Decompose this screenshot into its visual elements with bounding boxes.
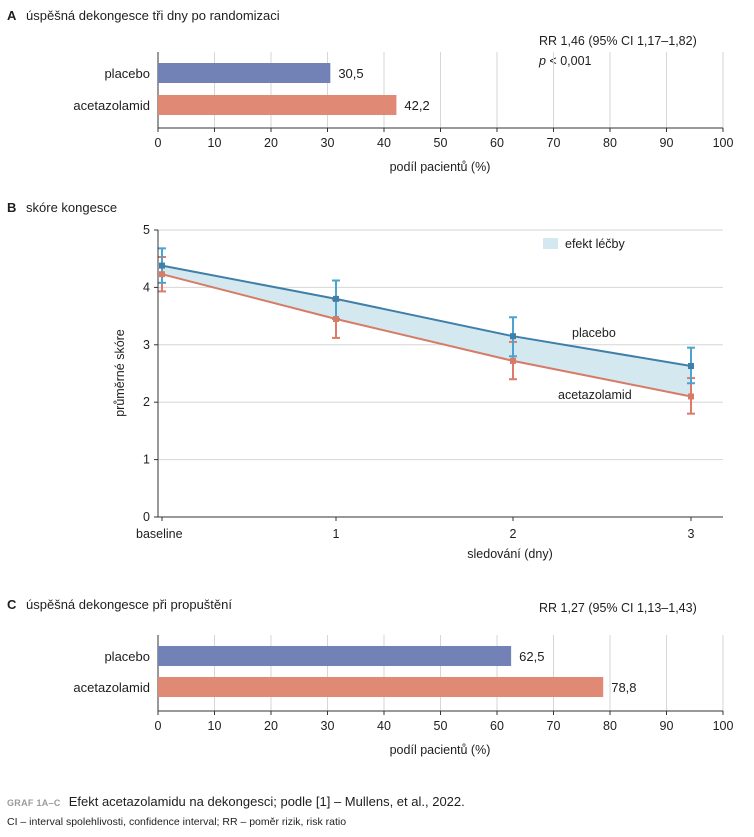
y-tick-label: 0: [143, 510, 150, 524]
panel-a-category-acetazolamid: acetazolamid: [73, 98, 150, 113]
x-tick-label: 100: [713, 136, 734, 150]
treatment-effect-band: [162, 265, 691, 397]
acetazolamid-line: [161, 273, 692, 398]
panel-c-bar-acetazolamid: [158, 677, 604, 697]
caption-label: GRAF 1A–C: [7, 798, 61, 808]
data-point: [333, 315, 339, 322]
panel-c-letter: C: [7, 597, 17, 612]
panel-c-x-label: podíl pacientů (%): [390, 743, 491, 757]
x-tick-label: 0: [155, 136, 162, 150]
panel-c-rr: RR 1,27 (95% CI 1,13–1,43): [539, 601, 697, 615]
panel-c-category-acetazolamid: acetazolamid: [73, 680, 150, 695]
panel-a-p-symbol: p: [538, 54, 546, 68]
panel-a-letter: A: [7, 8, 17, 23]
panel-b-grid: [158, 229, 723, 461]
data-point: [688, 363, 694, 370]
svg-text:A úspěšná dekongesce tři: A úspěšná dekongesce tři dny po randomiz…: [7, 8, 280, 23]
panel-b-letter: B: [7, 200, 16, 215]
x-tick-label: 70: [547, 136, 561, 150]
x-tick-label: 100: [713, 719, 734, 733]
data-point: [510, 333, 516, 340]
data-point: [159, 271, 165, 278]
data-point: [688, 393, 694, 400]
x-tick-label: 50: [434, 719, 448, 733]
panel-c-title: úspěšná dekongesce při propuštění: [26, 597, 232, 612]
panel-a-p-value: < 0,001: [546, 54, 592, 68]
panel-a-value-acetazolamid: 42,2: [404, 98, 429, 113]
panel-a-p: p < 0,001: [538, 54, 592, 68]
x-tick-label: 0: [155, 719, 162, 733]
x-tick-label: 50: [434, 136, 448, 150]
x-tick-label: 40: [377, 719, 391, 733]
x-tick-label: 20: [264, 719, 278, 733]
y-tick-label: 4: [143, 280, 150, 294]
x-tick-label: 40: [377, 136, 391, 150]
panel-a-x-label: podíl pacientů (%): [390, 160, 491, 174]
legend-label-treatment-effect: efekt léčby: [565, 237, 626, 251]
x-tick-label: 10: [208, 136, 222, 150]
x-tick-label: 3: [688, 527, 695, 541]
panel-a-category-placebo: placebo: [104, 66, 150, 81]
panel-c-bar-placebo: [158, 646, 512, 666]
x-tick-label: baseline: [136, 527, 183, 541]
series-label-placebo: placebo: [572, 326, 616, 340]
legend-swatch-treatment-effect: [543, 238, 558, 249]
x-tick-label: 10: [208, 719, 222, 733]
svg-text:C úspěšná dekongesce při: C úspěšná dekongesce při propuštění: [7, 597, 232, 612]
x-tick-label: 20: [264, 136, 278, 150]
svg-text:B skóre kongesce: B skóre kongesce: [7, 200, 117, 215]
x-tick-label: 30: [321, 136, 335, 150]
panel-c-category-placebo: placebo: [104, 649, 150, 664]
panel-c-value-acetazolamid: 78,8: [611, 680, 636, 695]
x-tick-label: 70: [547, 719, 561, 733]
y-tick-label: 2: [143, 395, 150, 409]
panel-b-points: [159, 262, 694, 400]
panel-c-ticks: 0 10 20 30 40 50 60 70 80 90 100: [155, 711, 734, 733]
data-point: [159, 262, 165, 269]
y-tick-label: 5: [143, 223, 150, 237]
x-tick-label: 80: [603, 719, 617, 733]
figure-caption: GRAF 1A–C Efekt acetazolamidu na dekonges…: [7, 794, 465, 809]
series-label-acetazolamid: acetazolamid: [558, 388, 632, 402]
x-tick-label: 30: [321, 719, 335, 733]
panel-c-grid: [214, 635, 724, 711]
y-tick-label: 3: [143, 338, 150, 352]
x-tick-label: 2: [510, 527, 517, 541]
x-tick-label: 1: [333, 527, 340, 541]
panel-a-value-placebo: 30,5: [338, 66, 363, 81]
x-tick-label: 90: [660, 136, 674, 150]
x-tick-label: 60: [490, 719, 504, 733]
figure-footnote: CI – interval spolehlivosti, confidence …: [7, 816, 347, 828]
x-tick-label: 90: [660, 719, 674, 733]
placebo-line: [161, 264, 692, 368]
x-tick-label: 80: [603, 136, 617, 150]
panel-a-bar-acetazolamid: [158, 95, 397, 115]
panel-a-title: úspěšná dekongesce tři dny po randomizac…: [26, 8, 280, 23]
x-tick-label: 60: [490, 136, 504, 150]
panel-b-title: skóre kongesce: [26, 200, 117, 215]
panel-c-value-placebo: 62,5: [519, 649, 544, 664]
panel-a-rr: RR 1,46 (95% CI 1,17–1,82): [539, 34, 697, 48]
data-point: [510, 357, 516, 364]
panel-a-bar-placebo: [158, 63, 331, 83]
panel-a: A úspěšná dekongesce tři dny po randomiz…: [7, 8, 733, 174]
data-point: [333, 295, 339, 302]
panel-b-x-label: sledování (dny): [467, 547, 552, 561]
y-tick-label: 1: [143, 453, 150, 467]
caption-text: Efekt acetazolamidu na dekongesci; podle…: [68, 794, 465, 809]
panel-c: C úspěšná dekongesce při propuštění RR 1…: [7, 597, 733, 757]
panel-a-ticks: 0 10 20 30 40 50 60 70 80 90 100: [155, 128, 734, 150]
panel-b: B skóre kongesce 0 1 2 3 4 5 baseline 1 2 3 efekt…: [7, 200, 723, 561]
panel-b-y-label: průměrné skóre: [113, 329, 127, 417]
panel-b-ticks: 0 1 2 3 4 5 baseline 1 2 3: [136, 223, 695, 541]
